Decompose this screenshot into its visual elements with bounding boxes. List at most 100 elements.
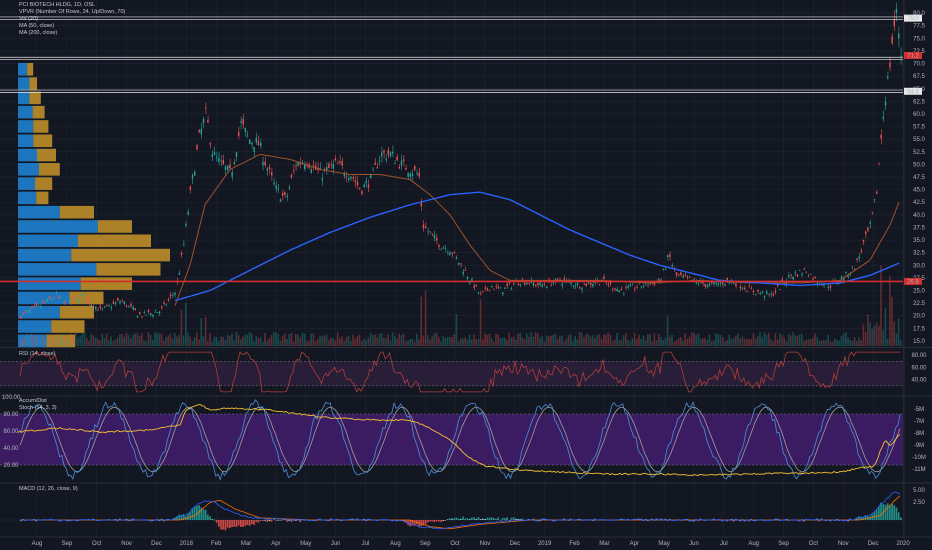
candle-body [535, 285, 537, 286]
time-tick-label: Dec [151, 541, 162, 547]
volume-bar [794, 335, 796, 346]
legend-vpvr[interactable]: VPVR (Number Of Rows, 24, Up/Down, 70) [19, 9, 126, 15]
volume-bar [880, 265, 882, 346]
candle-body [337, 163, 339, 165]
price-candles [20, 2, 902, 320]
candle-body [823, 284, 825, 286]
time-tick-label: Apr [630, 541, 639, 547]
volume-bar [466, 339, 469, 346]
candle-body [381, 152, 383, 157]
candle-body [299, 162, 301, 165]
volume-bar [592, 335, 594, 346]
candle-body [572, 285, 574, 287]
candle-body [304, 164, 306, 169]
macd-histogram-bar [466, 518, 469, 520]
volume-bar [83, 332, 86, 346]
volume-bar [735, 335, 737, 346]
volume-bar [42, 335, 44, 346]
candle-body [218, 158, 220, 163]
volume-bar [805, 339, 807, 346]
time-axis[interactable]: Aug Sep Oct Nov Dec 2018 Feb Mar Apr May Jun Jul Aug… [32, 541, 911, 547]
volume-bar [160, 333, 163, 346]
volume-bar [642, 335, 645, 346]
price-marker[interactable]: 79.0 [904, 14, 922, 23]
volume-bar [77, 337, 79, 346]
volume-bar [264, 333, 266, 346]
volume-bar [572, 341, 574, 346]
volume-bar [842, 333, 845, 346]
price-marker[interactable]: 64.5 [904, 87, 922, 96]
candle-body [233, 161, 235, 164]
candle-body [231, 172, 233, 177]
candle-body [587, 282, 590, 284]
volume-bar [550, 335, 552, 346]
candle-body [488, 289, 491, 291]
candle-body [220, 160, 222, 162]
volume-bar [361, 341, 363, 346]
volume-bar [116, 337, 119, 346]
candle-body [370, 174, 372, 179]
volume-bar [539, 337, 541, 346]
volume-bar [515, 340, 517, 346]
candle-body [438, 245, 440, 247]
volume-bar [145, 341, 147, 346]
price-marker[interactable]: 26.8 [904, 277, 922, 286]
price-marker[interactable]: 71.2 [904, 51, 922, 60]
volume-bar [101, 333, 103, 346]
candle-body [367, 184, 370, 188]
vpvr-row-up [18, 248, 72, 262]
volume-bar [875, 322, 878, 346]
volume-bar [600, 339, 603, 346]
macd-histogram-bar [440, 520, 442, 523]
candle-body [884, 101, 887, 106]
time-tick-label: Aug [390, 541, 401, 547]
candle-body [312, 164, 315, 166]
candle-body [801, 273, 803, 276]
volume-bar [286, 338, 288, 346]
candle-body [332, 163, 334, 169]
legend-ma50[interactable]: MA (50, close) [19, 23, 55, 29]
volume-bar [251, 333, 253, 346]
candle-body [867, 227, 869, 231]
rsi-label[interactable]: RSI (14, close) [19, 351, 56, 357]
stoch-label[interactable]: Stoch (14, 3, 3) [19, 405, 57, 411]
accum-label[interactable]: Accum/Dist [19, 398, 47, 404]
volume-bar [567, 335, 570, 346]
legend-volume[interactable]: Vol (20) [19, 16, 38, 22]
volume-bar [138, 336, 141, 346]
volume-bar [171, 338, 174, 346]
volume-bar [422, 335, 425, 346]
macd-histogram-bar [860, 516, 863, 520]
macd-histogram-bar [244, 520, 247, 526]
candle-body [405, 167, 407, 170]
volume-bar [449, 336, 451, 346]
volume-bar [506, 340, 508, 346]
rsi-pane[interactable]: 80.00 60.00 40.00 [0, 351, 927, 393]
candle-body [713, 282, 715, 285]
volume-bar [268, 337, 271, 346]
time-tick-label: Mar [599, 541, 609, 547]
candle-body [680, 272, 682, 275]
stoch-accum-pane[interactable]: 100.00 80.00 60.00 40.00 20.00 -5M -7M -8M -9M -1… [0, 395, 926, 481]
volume-bar [209, 333, 211, 346]
macd-histogram-bar [479, 519, 482, 520]
time-tick-label: Apr [271, 541, 280, 547]
macd-signal-line [20, 495, 901, 530]
macd-pane[interactable]: 5.00 2.50 [0, 488, 925, 531]
macd-label[interactable]: MACD (12, 26, close, 9) [19, 486, 78, 492]
volume-bar [532, 336, 535, 346]
volume-bar [378, 333, 381, 346]
candle-body [277, 188, 279, 190]
volume-bar [270, 334, 273, 346]
candle-body [326, 167, 328, 171]
vpvr-row-down [80, 277, 132, 290]
legend-ma200[interactable]: MA (200, close) [19, 30, 58, 36]
volume-bar [488, 333, 491, 346]
symbol-title[interactable]: PCI BIOTECH HLDG, 1D, OSL [19, 2, 96, 8]
price-axis[interactable]: 15.017.520.022.525.027.530.032.535.037.5… [904, 11, 925, 345]
rsi-line [19, 351, 900, 393]
candle-body [101, 308, 103, 310]
volume-bar [394, 335, 396, 346]
